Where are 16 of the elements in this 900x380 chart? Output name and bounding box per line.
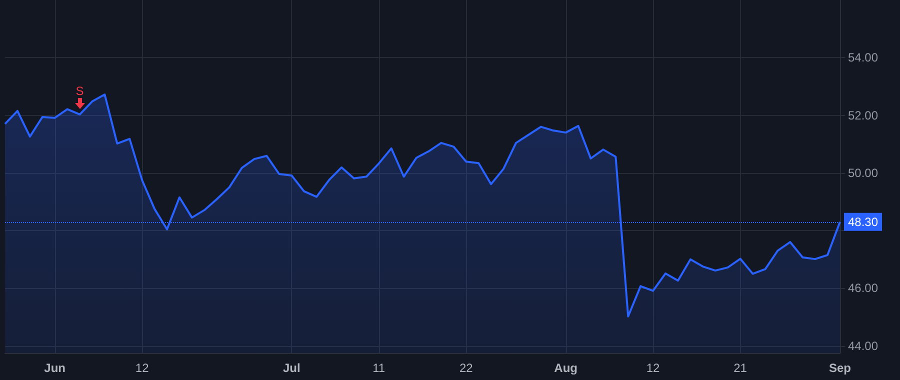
y-tick-label: 52.00 (848, 108, 878, 122)
y-tick-label: 50.00 (848, 166, 878, 180)
ref-line-label: 48.30 (848, 214, 878, 229)
x-tick-label: 21 (734, 361, 748, 375)
x-tick-label: Aug (554, 361, 578, 375)
y-tick-label: 44.00 (848, 338, 878, 353)
x-tick-label: 12 (646, 361, 660, 375)
x-tick-label: 12 (135, 361, 150, 375)
x-tick-label: Jul (282, 361, 300, 375)
x-tick-label: Jun (44, 361, 66, 375)
x-tick-label: 22 (459, 361, 474, 375)
y-tick-label: 46.00 (848, 281, 878, 296)
x-tick-label: 11 (372, 361, 386, 375)
annotation: S (74, 84, 85, 98)
x-tick-label: Sep (828, 361, 852, 375)
y-tick-label: 54.00 (848, 50, 878, 65)
